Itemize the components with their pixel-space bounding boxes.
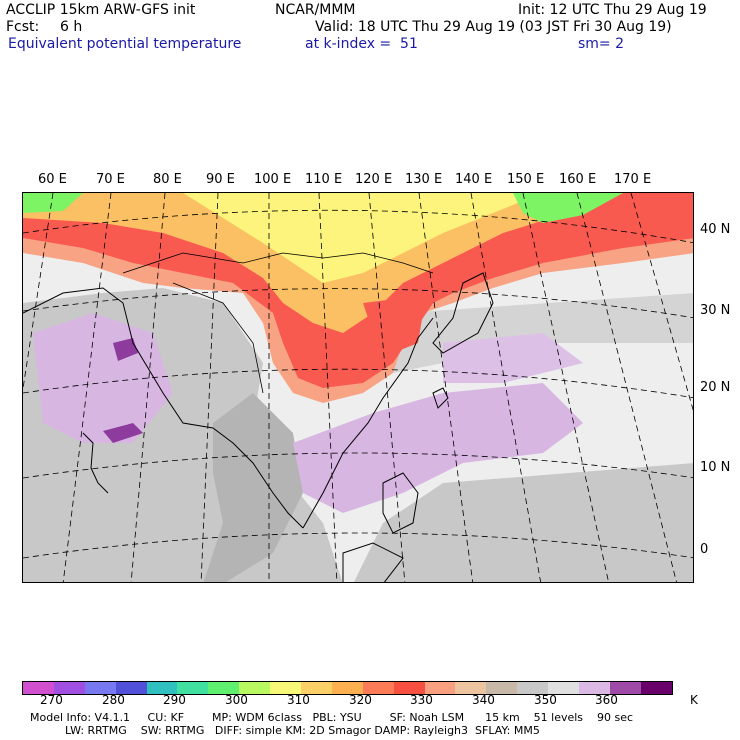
korea-red-field (363, 298, 423, 353)
colorbar-tick: 350 (534, 693, 557, 707)
colorbar-tick: 310 (287, 693, 310, 707)
lon-label: 150 E (507, 172, 545, 187)
lon-label: 70 E (96, 172, 125, 187)
borneo-coastline (342, 542, 404, 582)
colorbar-swatch (84, 682, 116, 694)
colorbar-swatch (208, 682, 240, 694)
india-lavender-field (33, 313, 173, 443)
colorbar-tick: 330 (410, 693, 433, 707)
green-field (513, 193, 623, 223)
lon-label: 160 E (559, 172, 597, 187)
lat-label: 20 N (700, 380, 731, 395)
purple-streak (103, 423, 143, 443)
lat-label: 40 N (700, 222, 731, 237)
colorbar-swatch (486, 682, 518, 694)
colorbar-swatch (609, 682, 641, 694)
graticule (23, 193, 693, 582)
colorbar-swatch (301, 682, 332, 694)
colorbar-tick: 270 (40, 693, 63, 707)
institution-label: NCAR/MMM (275, 2, 356, 18)
lat-label: 10 N (700, 460, 731, 475)
colorbar-tick: 360 (595, 693, 618, 707)
longitude-line (418, 193, 474, 582)
colorbar-swatch (424, 682, 456, 694)
longitude-line (368, 193, 406, 582)
coastline (23, 287, 304, 529)
colorbar-tick: 320 (349, 693, 372, 707)
longitude-line (23, 193, 54, 392)
colorbar-swatch (23, 682, 54, 694)
longitude-line (576, 193, 677, 582)
map-canvas (23, 193, 693, 582)
colorbar-swatch (517, 682, 549, 694)
colorbar-swatch (548, 682, 580, 694)
model-info-line1: Model Info: V4.1.1 CU: KF MP: WDM 6class… (30, 711, 634, 724)
indochina-field (203, 393, 303, 582)
valid-time: Valid: 18 UTC Thu 29 Aug 19 (03 JST Fri … (315, 19, 672, 35)
colorbar-tick: 300 (225, 693, 248, 707)
init-time: Init: 12 UTC Thu 29 Aug 19 (518, 2, 707, 18)
colorbar-swatch (393, 682, 425, 694)
colorbar-swatch (146, 682, 178, 694)
colorbar-swatch (579, 682, 610, 694)
philippines-coastline (382, 472, 419, 534)
colorbar-tick: 280 (102, 693, 125, 707)
longitude-line (630, 193, 693, 411)
smoothing-label: sm= 2 (578, 36, 625, 52)
model-info-line2: LW: RRTMG SW: RRTMG DIFF: simple KM: 2D … (30, 724, 540, 737)
colorbar-tick: 340 (472, 693, 495, 707)
lon-label: 110 E (305, 172, 343, 187)
forecast-label: Fcst: (6, 19, 40, 35)
lat-label: 30 N (700, 303, 731, 318)
taiwan-coastline (432, 387, 449, 409)
longitude-line (470, 193, 542, 582)
colorbar-swatch (239, 682, 271, 694)
colorbar-swatch (270, 682, 302, 694)
lon-label: 90 E (206, 172, 235, 187)
model-title: ACCLIP 15km ARW-GFS init (6, 2, 196, 18)
colorbar-swatch (331, 682, 363, 694)
lon-label: 100 E (254, 172, 292, 187)
colorbar (22, 681, 673, 695)
lon-label: 120 E (355, 172, 393, 187)
colorbar-swatch (455, 682, 487, 694)
south-pacific-grey-field (353, 463, 693, 582)
lat-label: 0 (700, 542, 709, 557)
longitude-line (130, 193, 166, 582)
theta-e-map (22, 192, 694, 583)
east-lavender-field (443, 333, 583, 383)
country-border (122, 252, 434, 274)
japan-coastline (432, 272, 494, 354)
coastline (302, 317, 434, 529)
colorbar-swatch (53, 682, 85, 694)
longitude-line (522, 193, 609, 582)
colorbar-swatch (640, 682, 672, 694)
coastline (82, 432, 109, 494)
colorbar-unit: K (690, 693, 698, 707)
forecast-hour: 6 h (60, 19, 83, 35)
longitude-line (62, 193, 112, 582)
colorbar-swatch (362, 682, 394, 694)
colorbar-swatch (177, 682, 209, 694)
model-level: at k-index = 51 (305, 36, 418, 52)
lon-label: 60 E (38, 172, 67, 187)
green-field (23, 193, 83, 213)
longitude-line (200, 193, 219, 582)
colorbar-tick: 290 (163, 693, 186, 707)
longitude-line (318, 193, 338, 582)
field-name: Equivalent potential temperature (8, 36, 242, 52)
lon-label: 130 E (405, 172, 443, 187)
colorbar-swatch (115, 682, 147, 694)
purple-streak (113, 338, 138, 361)
lon-label: 140 E (455, 172, 493, 187)
lon-label: 170 E (614, 172, 652, 187)
lon-label: 80 E (153, 172, 182, 187)
yellow-field (183, 193, 543, 283)
